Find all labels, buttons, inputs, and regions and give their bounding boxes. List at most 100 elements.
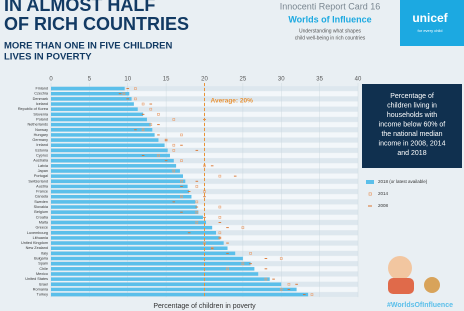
bar: [51, 149, 168, 153]
bar: [51, 169, 180, 173]
bar: [51, 190, 189, 194]
x-tick-label: 10: [124, 77, 131, 83]
category-label: Austria: [36, 184, 49, 188]
category-label: Mexico: [36, 272, 48, 276]
category-label: Poland: [36, 117, 48, 121]
bar: [51, 277, 270, 281]
category-label: Ireland: [36, 143, 48, 147]
bar: [51, 246, 228, 250]
category-label: Netherlands: [28, 123, 49, 127]
average-label: Average: 20%: [211, 98, 254, 105]
category-label: Bulgaria: [34, 257, 49, 261]
category-label: Belgium: [34, 210, 48, 214]
subtitle: LIVES IN POVERTY: [4, 52, 92, 63]
bar: [51, 221, 206, 225]
description: income in 2008, 2014: [379, 140, 446, 147]
legend-label: 2018 (or latest available): [378, 179, 428, 184]
category-label: Israel: [39, 282, 48, 286]
bar: [51, 262, 251, 266]
category-label: Norway: [35, 128, 48, 132]
bar: [51, 236, 220, 240]
category-label: Estonia: [35, 148, 49, 152]
brand-tagline: for every child: [418, 28, 443, 33]
category-label: Portugal: [34, 174, 48, 178]
bar: [51, 133, 155, 137]
category-label: Slovakia: [34, 205, 49, 209]
category-label: Spain: [38, 262, 48, 266]
x-tick-label: 20: [201, 77, 208, 83]
bar: [51, 210, 198, 214]
category-label: Chile: [39, 267, 48, 271]
category-label: Canada: [35, 195, 49, 199]
category-label: Republic of Korea: [18, 107, 49, 111]
category-label: Switzerland: [28, 179, 48, 183]
illustration: [424, 277, 440, 293]
bar: [51, 143, 165, 147]
bar: [51, 107, 138, 111]
x-tick-label: 40: [355, 77, 362, 83]
brand: unicef: [412, 11, 448, 25]
bar: [51, 231, 216, 235]
category-label: Slovenia: [33, 112, 48, 116]
bar: [51, 138, 158, 142]
bar: [51, 205, 197, 209]
bar: [51, 272, 258, 276]
report-title: Worlds of Influence: [288, 14, 371, 24]
bar: [51, 92, 129, 96]
subtitle: MORE THAN ONE IN FIVE CHILDREN: [4, 41, 173, 52]
bar: [51, 185, 188, 189]
bar: [51, 123, 151, 127]
category-label: Japan: [38, 169, 48, 173]
bar: [51, 288, 297, 292]
description: Percentage of: [390, 93, 434, 100]
category-label: Sweden: [34, 200, 48, 204]
bar: [51, 216, 203, 220]
title: OF RICH COUNTRIES: [4, 14, 189, 34]
bar: [51, 283, 281, 287]
hashtag: #WorldsOfInfluence: [387, 302, 453, 309]
category-label: Romania: [33, 287, 49, 291]
category-label: Finland: [36, 87, 48, 91]
category-label: Iceland: [36, 102, 48, 106]
bar: [51, 174, 183, 178]
category-label: New Zealand: [26, 246, 48, 250]
category-label: Australia: [33, 159, 49, 163]
category-label: Luxembourg: [27, 231, 48, 235]
report-subtitle: Understanding what shapes: [299, 28, 361, 34]
bar: [51, 252, 235, 256]
category-label: Latvia: [38, 164, 49, 168]
category-label: France: [36, 190, 48, 194]
description: income below 60% of: [379, 121, 446, 128]
bar: [51, 159, 174, 163]
description: and 2018: [397, 150, 426, 157]
bar: [51, 195, 191, 199]
bar: [51, 118, 147, 122]
bar: [51, 180, 185, 184]
category-label: Croatia: [36, 215, 49, 219]
report: Innocenti Report Card 16: [280, 1, 381, 11]
bar: [51, 164, 176, 168]
bar: [51, 128, 152, 132]
category-label: Italy: [41, 251, 48, 255]
bar: [51, 293, 308, 297]
description: the national median: [381, 131, 442, 138]
category-label: Lithuania: [33, 236, 49, 240]
category-label: Cyprus: [36, 154, 48, 158]
x-tick-label: 30: [278, 77, 285, 83]
category-label: United Kingdom: [21, 241, 48, 245]
description: households with: [387, 112, 437, 119]
title: IN ALMOST HALF: [4, 0, 155, 15]
legend-swatch: [366, 180, 374, 184]
bar: [51, 241, 224, 245]
illustration: [388, 278, 414, 294]
category-label: Turkey: [37, 293, 49, 297]
category-label: Greece: [36, 226, 48, 230]
bar: [51, 154, 170, 158]
category-label: Denmark: [33, 97, 49, 101]
category-label: Czechia: [34, 92, 49, 96]
x-tick-label: 25: [240, 77, 247, 83]
bar: [51, 226, 212, 230]
legend-label: 2014: [378, 191, 389, 196]
report-subtitle: child well-being in rich countries: [295, 35, 366, 41]
category-label: Hungary: [34, 133, 48, 137]
